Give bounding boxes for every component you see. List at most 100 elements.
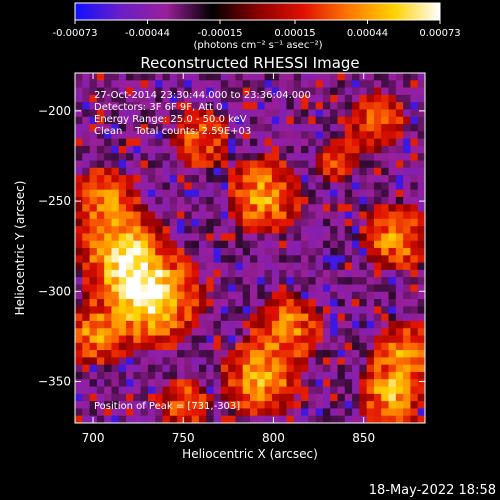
heatmap-cell: [330, 255, 338, 263]
heatmap-cell: [352, 393, 360, 402]
heatmap-cell: [89, 328, 98, 336]
heatmap-cell: [373, 102, 382, 110]
heatmap-cell: [220, 240, 229, 249]
heatmap-cell: [147, 415, 156, 424]
heatmap-cell: [301, 350, 309, 358]
heatmap-cell: [344, 124, 353, 132]
heatmap-cell: [271, 131, 280, 140]
heatmap-cell: [271, 299, 280, 307]
heatmap-cell: [373, 87, 382, 96]
heatmap-cell: [140, 350, 149, 358]
heatmap-cell: [403, 73, 411, 81]
heatmap-cell: [381, 328, 389, 336]
heatmap-cell: [330, 204, 338, 212]
heatmap-cell: [366, 226, 375, 234]
heatmap-cell: [257, 335, 265, 344]
heatmap-cell: [352, 233, 360, 242]
heatmap-cell: [104, 145, 112, 154]
heatmap-cell: [184, 131, 193, 140]
heatmap-cell: [75, 284, 83, 293]
heatmap-cell: [308, 328, 317, 336]
heatmap-cell: [308, 196, 317, 205]
heatmap-cell: [344, 189, 353, 198]
heatmap-cell: [242, 73, 251, 81]
heatmap-cell: [191, 313, 200, 322]
heatmap-cell: [337, 306, 346, 315]
heatmap-cell: [344, 262, 353, 271]
heatmap-cell: [417, 415, 426, 424]
heatmap-cell: [330, 350, 338, 358]
heatmap-cell: [169, 393, 178, 402]
heatmap-cell: [191, 102, 200, 110]
heatmap-cell: [126, 211, 134, 220]
x-tick-label: 700: [82, 431, 105, 445]
heatmap-cell: [257, 357, 265, 366]
heatmap-cell: [235, 131, 244, 140]
heatmap-cell: [184, 313, 193, 322]
heatmap-cell: [198, 291, 207, 300]
heatmap-cell: [235, 167, 244, 176]
heatmap-cell: [403, 255, 411, 263]
heatmap-cell: [279, 386, 287, 395]
heatmap-cell: [315, 153, 324, 161]
heatmap-cell: [104, 109, 112, 118]
heatmap-cell: [220, 342, 229, 351]
heatmap-cell: [279, 102, 287, 110]
heatmap-cell: [271, 175, 280, 183]
heatmap-cell: [293, 284, 302, 293]
heatmap-cell: [322, 379, 331, 387]
heatmap-cell: [177, 357, 185, 366]
heatmap-cell: [381, 102, 389, 110]
heatmap-cell: [301, 342, 309, 351]
heatmap-cell: [293, 73, 302, 81]
heatmap-cell: [126, 175, 134, 183]
heatmap-cell: [162, 109, 171, 118]
heatmap-cell: [381, 211, 389, 220]
heatmap-cell: [301, 138, 309, 147]
heatmap-cell: [184, 240, 193, 249]
heatmap-cell: [301, 124, 309, 132]
heatmap-cell: [293, 175, 302, 183]
heatmap-cell: [352, 291, 360, 300]
heatmap-cell: [162, 313, 171, 322]
heatmap-cell: [213, 226, 222, 234]
heatmap-cell: [410, 408, 419, 417]
heatmap-cell: [82, 73, 90, 81]
heatmap-cell: [359, 269, 368, 278]
heatmap-cell: [198, 145, 207, 154]
heatmap-cell: [89, 233, 98, 242]
heatmap-cell: [250, 94, 258, 103]
heatmap-cell: [96, 386, 105, 395]
heatmap-cell: [330, 393, 338, 402]
heatmap-cell: [147, 94, 156, 103]
heatmap-cell: [344, 299, 353, 307]
heatmap-cell: [198, 313, 207, 322]
heatmap-cell: [264, 277, 273, 285]
heatmap-cell: [250, 182, 258, 191]
heatmap-cell: [220, 269, 229, 278]
heatmap-cell: [89, 175, 98, 183]
heatmap-cell: [169, 167, 178, 176]
heatmap-cell: [242, 211, 251, 220]
heatmap-cell: [104, 284, 112, 293]
heatmap-cell: [104, 277, 112, 285]
heatmap-cell: [388, 320, 397, 329]
heatmap-cell: [242, 116, 251, 125]
heatmap-cell: [286, 415, 295, 424]
heatmap-cell: [352, 277, 360, 285]
heatmap-cell: [388, 160, 397, 169]
heatmap-cell: [206, 175, 214, 183]
heatmap-cell: [308, 306, 317, 315]
heatmap-cell: [315, 167, 324, 176]
heatmap-cell: [264, 386, 273, 395]
heatmap-cell: [286, 313, 295, 322]
heatmap-cell: [417, 306, 426, 315]
heatmap-cell: [308, 218, 317, 227]
heatmap-cell: [126, 87, 134, 96]
heatmap-cell: [235, 102, 244, 110]
heatmap-cell: [228, 255, 236, 263]
heatmap-cell: [147, 269, 156, 278]
heatmap-cell: [344, 277, 353, 285]
heatmap-cell: [140, 73, 149, 81]
heatmap-cell: [286, 153, 295, 161]
